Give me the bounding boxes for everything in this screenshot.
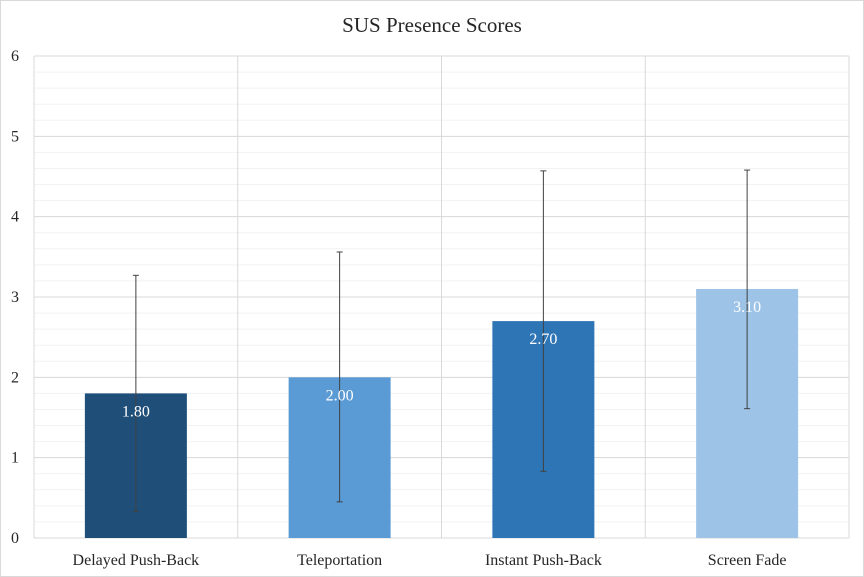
y-axis-ticks: 0 1 2 3 4 5 6 — [11, 48, 19, 547]
bar-value-label: 2.70 — [529, 331, 557, 348]
y-tick-label: 4 — [11, 209, 19, 226]
error-bar — [132, 274, 139, 512]
bar-value-label: 2.00 — [326, 387, 354, 404]
error-bar — [540, 170, 547, 472]
x-tick-label: Screen Fade — [708, 552, 787, 569]
y-tick-label: 6 — [11, 48, 19, 65]
y-tick-label: 1 — [11, 450, 19, 467]
vertical-gridlines — [33, 56, 850, 538]
y-tick-label: 5 — [11, 128, 19, 145]
error-bar — [336, 251, 343, 503]
x-axis-ticks: Delayed Push-Back Teleportation Instant Pu… — [73, 552, 787, 569]
chart-title: SUS Presence Scores — [342, 13, 522, 37]
x-tick-label: Teleportation — [297, 552, 382, 569]
x-tick-label: Delayed Push-Back — [73, 552, 200, 569]
bar-value-label: 3.10 — [733, 299, 761, 316]
error-bars — [132, 169, 751, 512]
error-bar — [744, 169, 751, 410]
y-tick-label: 3 — [11, 289, 19, 306]
x-tick-label: Instant Push-Back — [485, 552, 602, 569]
y-tick-label: 2 — [11, 369, 19, 386]
data-labels: 1.80 2.00 2.70 3.10 — [122, 299, 761, 420]
y-tick-label: 0 — [11, 530, 19, 547]
bar-value-label: 1.80 — [122, 403, 150, 420]
